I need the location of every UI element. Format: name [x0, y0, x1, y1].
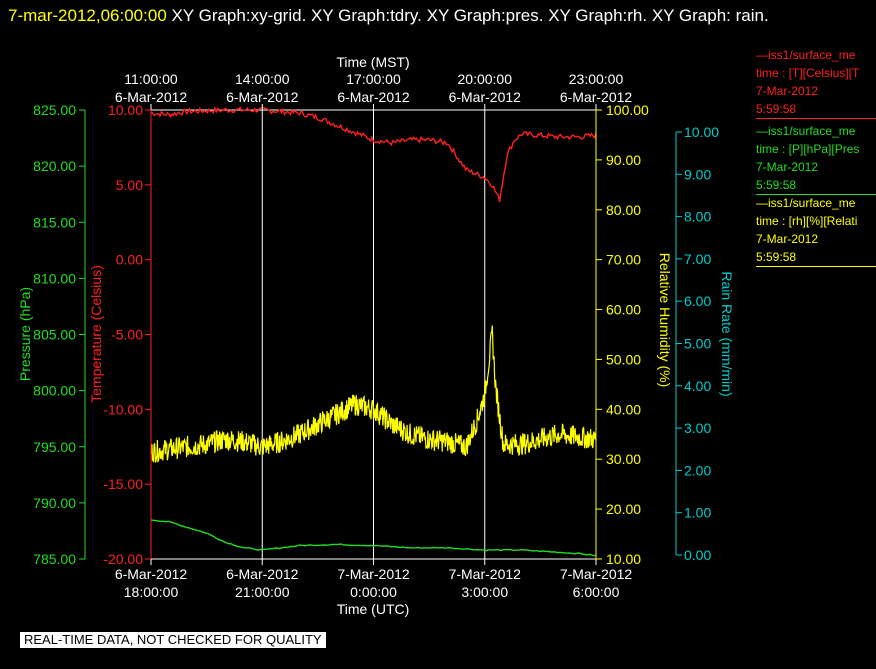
pressure-tick-label: 785.00	[33, 551, 76, 567]
temperature-axis-label: Temperature (Celsius)	[88, 265, 104, 403]
x-axis-bottom-title: Time (UTC)	[337, 601, 410, 617]
temperature-tick-label: 10.00	[108, 102, 143, 118]
humidity-tick-label: 10.00	[606, 551, 641, 567]
pressure-tick-label: 800.00	[33, 383, 76, 399]
x-top-tick-time: 11:00:00	[124, 71, 178, 87]
x-top-tick-date: 6-Mar-2012	[337, 89, 410, 105]
x-top-tick-time: 14:00:00	[235, 71, 290, 87]
x-bottom-tick-date: 7-Mar-2012	[560, 566, 633, 582]
humidity-tick-label: 70.00	[606, 252, 641, 268]
pressure-tick-label: 810.00	[33, 270, 76, 286]
rain-tick-label: 10.00	[684, 124, 719, 140]
legend-entry-humidity[interactable]: —iss1/surface_me time : [rh][%][Relati 7…	[756, 194, 876, 267]
rain-tick-label: 2.00	[684, 462, 711, 478]
legend-entry-temperature[interactable]: —iss1/surface_me time : [T][Celsius][T 7…	[756, 46, 876, 119]
humidity-tick-label: 20.00	[606, 501, 641, 517]
pressure-tick-label: 790.00	[33, 495, 76, 511]
pressure-tick-label: 820.00	[33, 158, 76, 174]
temperature-tick-label: -10.00	[103, 401, 143, 417]
x-top-tick-date: 6-Mar-2012	[449, 89, 522, 105]
legend-time: 5:59:58	[756, 178, 797, 192]
humidity-series-line	[150, 325, 597, 463]
legend-variable: time : [T][Celsius][T	[756, 66, 860, 80]
temperature-tick-label: 5.00	[116, 177, 143, 193]
humidity-tick-label: 50.00	[606, 351, 641, 367]
rain-tick-label: 3.00	[684, 420, 711, 436]
humidity-tick-label: 60.00	[606, 302, 641, 318]
pressure-tick-label: 795.00	[33, 439, 76, 455]
grid-lines	[151, 109, 596, 560]
x-bottom-tick-time: 3:00:00	[461, 584, 508, 600]
x-top-tick-time: 17:00:00	[346, 71, 401, 87]
legend-time: 5:59:58	[756, 250, 797, 264]
legend-date: 7-Mar-2012	[756, 160, 819, 174]
x-top-tick-date: 6-Mar-2012	[226, 89, 299, 105]
legend-date: 7-Mar-2012	[756, 232, 819, 246]
graph-title: 7-mar-2012,06:00:00 XY Graph:xy-grid. XY…	[8, 2, 858, 30]
temperature-tick-label: 0.00	[116, 252, 143, 268]
legend-entry-pressure[interactable]: —iss1/surface_me time : [P][hPa][Pres 7-…	[756, 122, 876, 195]
rain-axis-label: Rain Rate (mm/min)	[719, 271, 735, 396]
humidity-tick-label: 90.00	[606, 152, 641, 168]
humidity-tick-label: 80.00	[606, 202, 641, 218]
pressure-series-line	[150, 519, 597, 557]
x-top-tick-time: 20:00:00	[458, 71, 513, 87]
x-bottom-tick-time: 18:00:00	[124, 584, 179, 600]
rain-tick-label: 8.00	[684, 209, 711, 225]
x-top-tick-date: 6-Mar-2012	[560, 89, 633, 105]
legend-series-name: —iss1/surface_me	[756, 196, 856, 210]
rain-tick-label: 4.00	[684, 378, 711, 394]
legend-series-name: —iss1/surface_me	[756, 48, 856, 62]
legend-date: 7-Mar-2012	[756, 84, 819, 98]
legend-time: 5:59:58	[756, 102, 797, 116]
rain-tick-label: 1.00	[684, 505, 711, 521]
legend-variable: time : [P][hPa][Pres	[756, 142, 860, 156]
x-axis-top-title: Time (MST)	[336, 54, 409, 70]
temperature-tick-label: -5.00	[111, 327, 143, 343]
humidity-tick-label: 40.00	[606, 401, 641, 417]
graph-list: XY Graph:xy-grid. XY Graph:tdry. XY Grap…	[166, 6, 769, 25]
x-bottom-tick-date: 6-Mar-2012	[115, 566, 188, 582]
x-bottom-tick-time: 0:00:00	[350, 584, 397, 600]
temperature-tick-label: -15.00	[103, 476, 143, 492]
x-top-tick-time: 23:00:00	[569, 71, 624, 87]
humidity-tick-label: 100.00	[606, 102, 649, 118]
quality-warning-banner: REAL-TIME DATA, NOT CHECKED FOR QUALITY	[20, 632, 326, 648]
x-bottom-tick-date: 6-Mar-2012	[226, 566, 299, 582]
temperature-tick-label: -20.00	[103, 551, 143, 567]
pressure-tick-label: 815.00	[33, 214, 76, 230]
axes: 11:00:00 6-Mar-2012 6-Mar-2012 18:00:00 14:0…	[33, 71, 719, 600]
pressure-axis-label: Pressure (hPa)	[17, 287, 33, 381]
humidity-axis-label: Relative Humidity (%)	[657, 253, 673, 388]
series-layer	[150, 106, 597, 557]
rain-tick-label: 5.00	[684, 336, 711, 352]
rain-tick-label: 9.00	[684, 166, 711, 182]
humidity-tick-label: 30.00	[606, 451, 641, 467]
x-top-tick-date: 6-Mar-2012	[115, 89, 188, 105]
legend-variable: time : [rh][%][Relati	[756, 214, 858, 228]
pressure-tick-label: 825.00	[33, 102, 76, 118]
x-bottom-tick-time: 6:00:00	[573, 584, 620, 600]
x-bottom-tick-date: 7-Mar-2012	[337, 566, 410, 582]
x-bottom-tick-date: 7-Mar-2012	[449, 566, 522, 582]
rain-tick-label: 0.00	[684, 547, 711, 563]
legend-series-name: —iss1/surface_me	[756, 124, 856, 138]
temperature-series-line	[150, 106, 597, 203]
rain-tick-label: 6.00	[684, 293, 711, 309]
rain-tick-label: 7.00	[684, 251, 711, 267]
pressure-tick-label: 805.00	[33, 327, 76, 343]
timestamp: 7-mar-2012,06:00:00	[8, 6, 167, 25]
x-bottom-tick-time: 21:00:00	[235, 584, 290, 600]
